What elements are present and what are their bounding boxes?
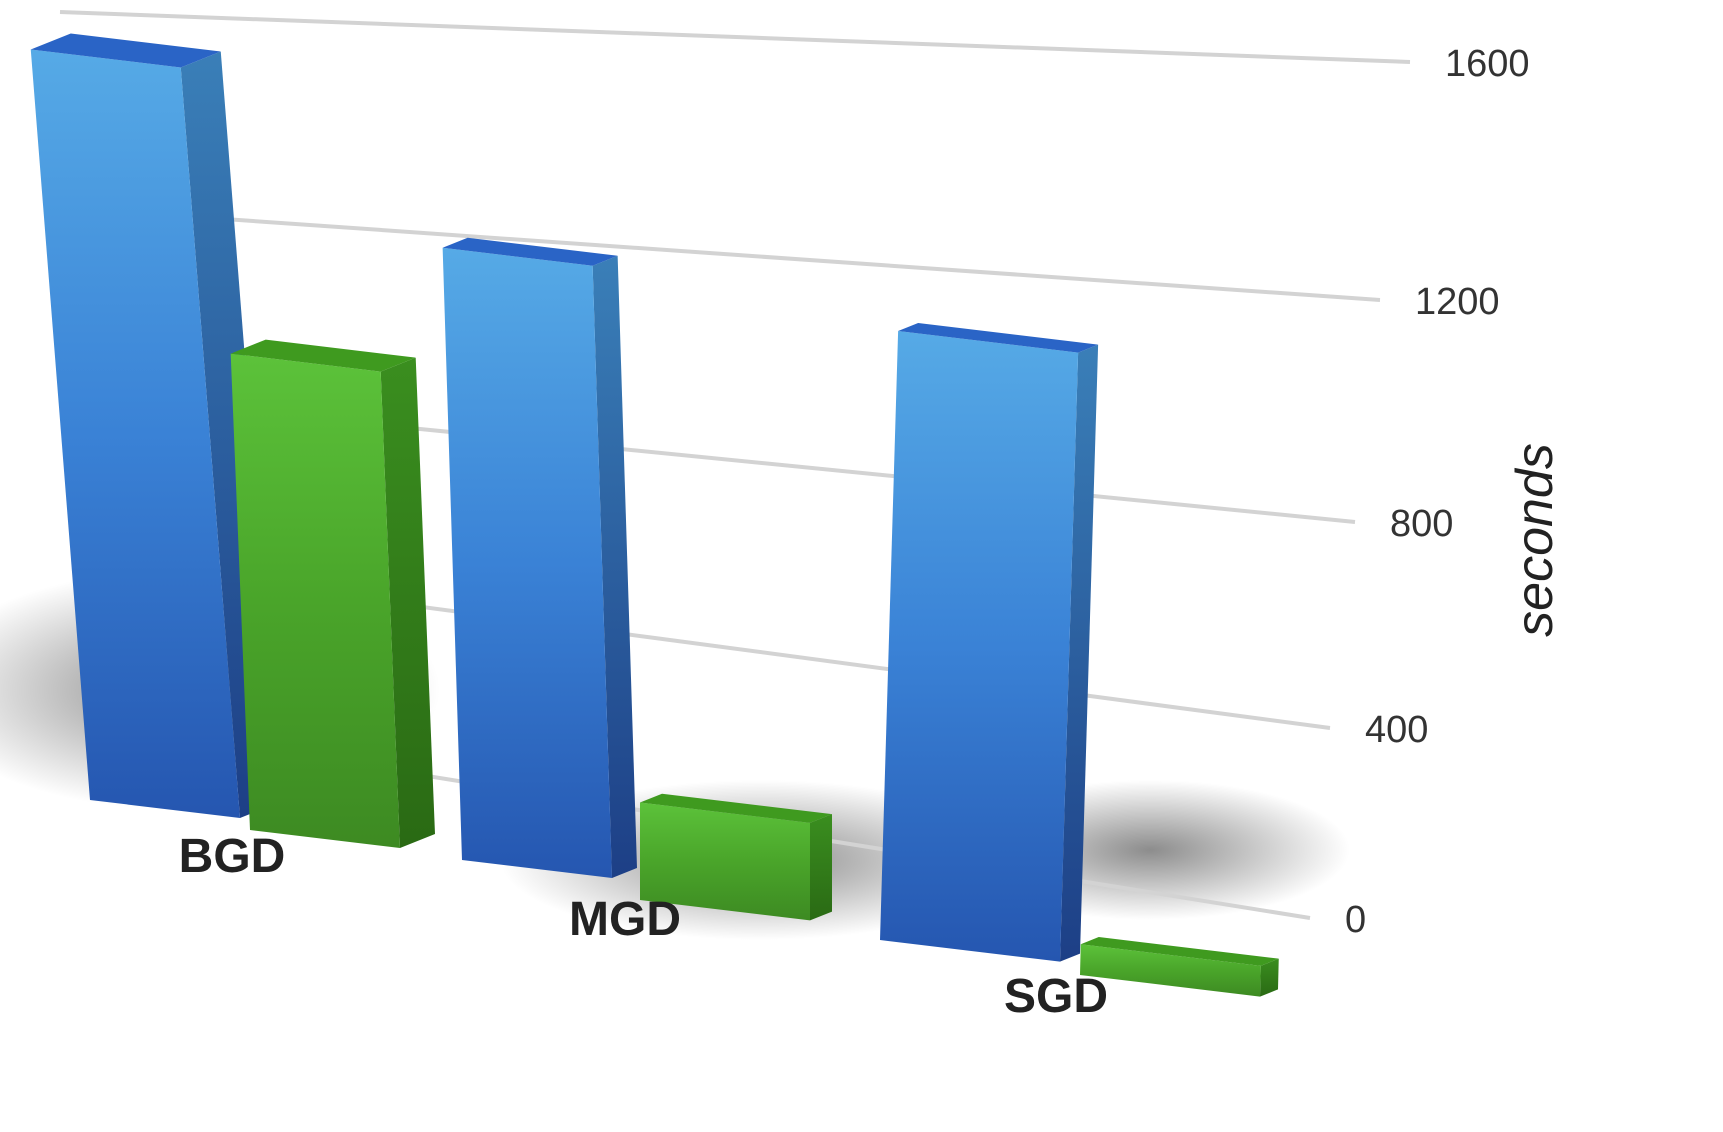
bar-side-face [810, 814, 832, 921]
bar-front-face [1080, 944, 1261, 997]
y-tick-label: 800 [1390, 503, 1453, 545]
category-label-mgd: MGD [569, 893, 681, 946]
bar-top-face [442, 237, 618, 266]
bar-top-face [230, 339, 416, 372]
bar-side-face [1260, 958, 1279, 997]
y-tick-label: 1600 [1445, 43, 1530, 85]
bar-side-face [1060, 344, 1099, 962]
bar-bgd-series-2 [230, 339, 435, 848]
gridline [209, 216, 1381, 302]
bar-front-face [640, 802, 810, 921]
bar-top-face [30, 33, 221, 68]
gridline [59, 10, 1411, 64]
bars [30, 33, 1279, 997]
bar-front-face [880, 331, 1079, 962]
bar-top-face [898, 323, 1099, 353]
y-tick-label: 400 [1365, 709, 1428, 751]
bar-mgd-series-1 [442, 237, 637, 878]
y-axis-title: seconds [1506, 443, 1564, 637]
bar-sgd-series-1 [880, 323, 1099, 962]
y-tick-labels: 0 400 800 1200 1600 [1345, 43, 1530, 941]
bar-front-face [230, 353, 400, 848]
bar-side-face [380, 357, 435, 848]
category-labels: BGD MGD SGD [179, 830, 1108, 1023]
bar-top-face [1080, 937, 1279, 966]
category-label-bgd: BGD [179, 830, 286, 883]
y-tick-label: 0 [1345, 899, 1366, 941]
y-tick-label: 1200 [1415, 281, 1500, 323]
bar-top-face [640, 793, 832, 823]
bar-front-face [30, 49, 240, 818]
bar-front-face [442, 247, 612, 878]
bar-mgd-series-2 [640, 793, 832, 921]
category-label-sgd: SGD [1004, 970, 1108, 1023]
bar-side-face [592, 255, 637, 878]
bar-sgd-series-2 [1080, 937, 1279, 997]
